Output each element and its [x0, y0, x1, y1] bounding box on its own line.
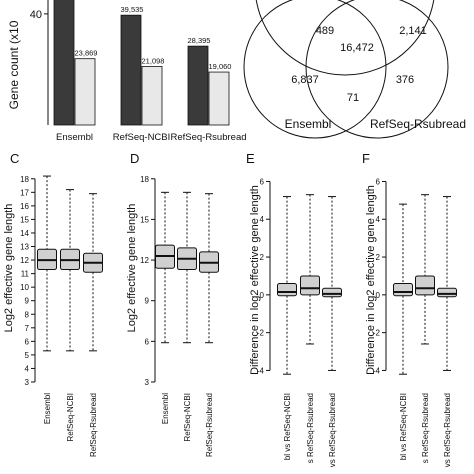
boxplot-panel-f: F Difference in log2 effective gene leng… — [362, 151, 457, 467]
bar-category-label: Ensembl — [56, 132, 93, 143]
category-label: RefSeq-Rsubread — [205, 393, 214, 457]
y-tick-label: 7 — [25, 324, 30, 333]
venn-count-all-three: 16,472 — [340, 42, 374, 54]
panel-label-d: D — [130, 151, 139, 166]
y-tick-label: 13 — [20, 243, 29, 252]
y-tick-label: -2 — [373, 329, 381, 338]
panel-d-ylabel: Log2 effective gene length — [126, 204, 138, 333]
venn-circle-rsubread — [305, 0, 449, 139]
venn-count-rsubread-only: 376 — [396, 74, 414, 86]
panel-label-c: C — [10, 151, 19, 166]
boxplot-panel-c: C Log2 effective gene length 3 4 5 6 7 8 9 10 11… — [3, 151, 103, 457]
bar-category-label: RefSeq-NCBI — [113, 132, 171, 143]
panel-label-e: E — [246, 151, 255, 166]
bar-data-label: 28,395 — [188, 36, 211, 45]
venn-diagram: 489 2,141 16,472 6,837 71 376 Ensembl Re… — [243, 0, 466, 139]
category-label: RefSeq-NCBI — [183, 393, 192, 441]
y-tick-label: 8 — [25, 310, 30, 319]
panel-c-ylabel: Log2 effective gene length — [3, 204, 15, 333]
y-tick-label: -4 — [257, 366, 265, 375]
category-label: vs RefSeq-Rsubread — [328, 393, 337, 467]
y-tick-label: 18 — [20, 175, 29, 184]
boxplot-panel-d: D Log2 effective gene length 3 6 9 12 15 18 En… — [126, 151, 219, 457]
category-label: s RefSeq-Rsubread — [306, 393, 315, 463]
venn-count-ncbi-rsubread: 2,141 — [399, 25, 427, 37]
category-label: bl vs RefSeq-NCBI — [283, 393, 292, 460]
y-tick-label: 4 — [25, 364, 30, 373]
bar — [120, 14, 142, 126]
y-tick-label: 6 — [260, 177, 265, 186]
y-tick-label: 2 — [260, 253, 265, 262]
y-tick-label: 3 — [145, 378, 150, 387]
y-tick-label: 4 — [376, 215, 381, 224]
y-tick-label: 14 — [20, 229, 29, 238]
venn-count-ensembl-only: 6,837 — [291, 74, 319, 86]
bar-data-label: 23,869 — [75, 49, 98, 58]
category-label: s RefSeq-Rsubread — [421, 393, 430, 463]
category-label: vs RefSeq-Rsubread — [443, 393, 452, 467]
y-tick-label: 5 — [25, 351, 30, 360]
box — [277, 283, 297, 297]
y-tick-label: 4 — [260, 215, 265, 224]
bar-chart-ylabel: Gene count (x10 — [7, 20, 21, 109]
panel-label-f: F — [362, 151, 370, 166]
y-tick-label: -2 — [257, 329, 265, 338]
y-tick-label: 17 — [20, 188, 29, 197]
box — [415, 275, 435, 296]
y-tick-label: -4 — [373, 366, 381, 375]
box — [393, 283, 413, 297]
category-label: bl vs RefSeq-NCBI — [399, 393, 408, 460]
bar-data-label: 19,060 — [209, 62, 232, 71]
y-tick-label: 12 — [140, 256, 149, 265]
y-tick-label: 6 — [25, 337, 30, 346]
box — [300, 275, 320, 296]
y-tick-label: 9 — [145, 297, 150, 306]
category-label: RefSeq-NCBI — [66, 393, 75, 441]
panel-e-ylabel: Difference in log2 effective gene length — [249, 185, 261, 375]
y-tick-label: 15 — [20, 215, 29, 224]
bar-chart: Gene count (x10 40 23,869 Ensembl 39,535 21,… — [7, 0, 247, 143]
y-tick-label: 10 — [20, 283, 29, 292]
y-tick-label: 18 — [140, 175, 149, 184]
y-tick-label: 3 — [25, 378, 30, 387]
bar — [208, 71, 230, 126]
box — [437, 287, 457, 298]
category-label: RefSeq-Rsubread — [89, 393, 98, 457]
bar — [187, 45, 209, 126]
boxplot-panel-e: E Difference in log2 effective gene leng… — [246, 151, 342, 467]
y-tick-label: 0 — [376, 291, 381, 300]
venn-label-rsubread: RefSeq-Rsubread — [370, 117, 466, 131]
bar-category-label: RefSeq-Rsubread — [170, 132, 246, 143]
venn-count-ncbi-only: 489 — [316, 25, 334, 37]
bar-y-tick-label: 40 — [30, 9, 42, 21]
y-tick-label: 2 — [376, 253, 381, 262]
y-tick-label: 16 — [20, 202, 29, 211]
y-tick-label: 6 — [145, 337, 150, 346]
y-tick-label: 15 — [140, 215, 149, 224]
venn-count-ensembl-rsubread: 71 — [347, 92, 359, 104]
bar — [53, 0, 75, 126]
venn-circle-top — [255, 0, 435, 76]
y-tick-label: 6 — [376, 177, 381, 186]
venn-label-ensembl: Ensembl — [285, 117, 332, 131]
bar-data-label: 21,098 — [142, 56, 165, 65]
category-label: Ensembl — [43, 393, 52, 424]
y-tick-label: 12 — [20, 256, 29, 265]
y-tick-label: 9 — [25, 297, 30, 306]
category-label: Ensembl — [161, 393, 170, 424]
venn-circle-ensembl — [243, 0, 387, 139]
bar-data-label: 39,535 — [121, 5, 144, 14]
y-tick-label: 11 — [21, 270, 30, 279]
bar — [141, 65, 163, 126]
box — [322, 287, 342, 298]
bar — [74, 58, 96, 126]
panel-f-ylabel: Difference in log2 effective gene length — [365, 185, 377, 375]
y-tick-label: 0 — [260, 291, 265, 300]
